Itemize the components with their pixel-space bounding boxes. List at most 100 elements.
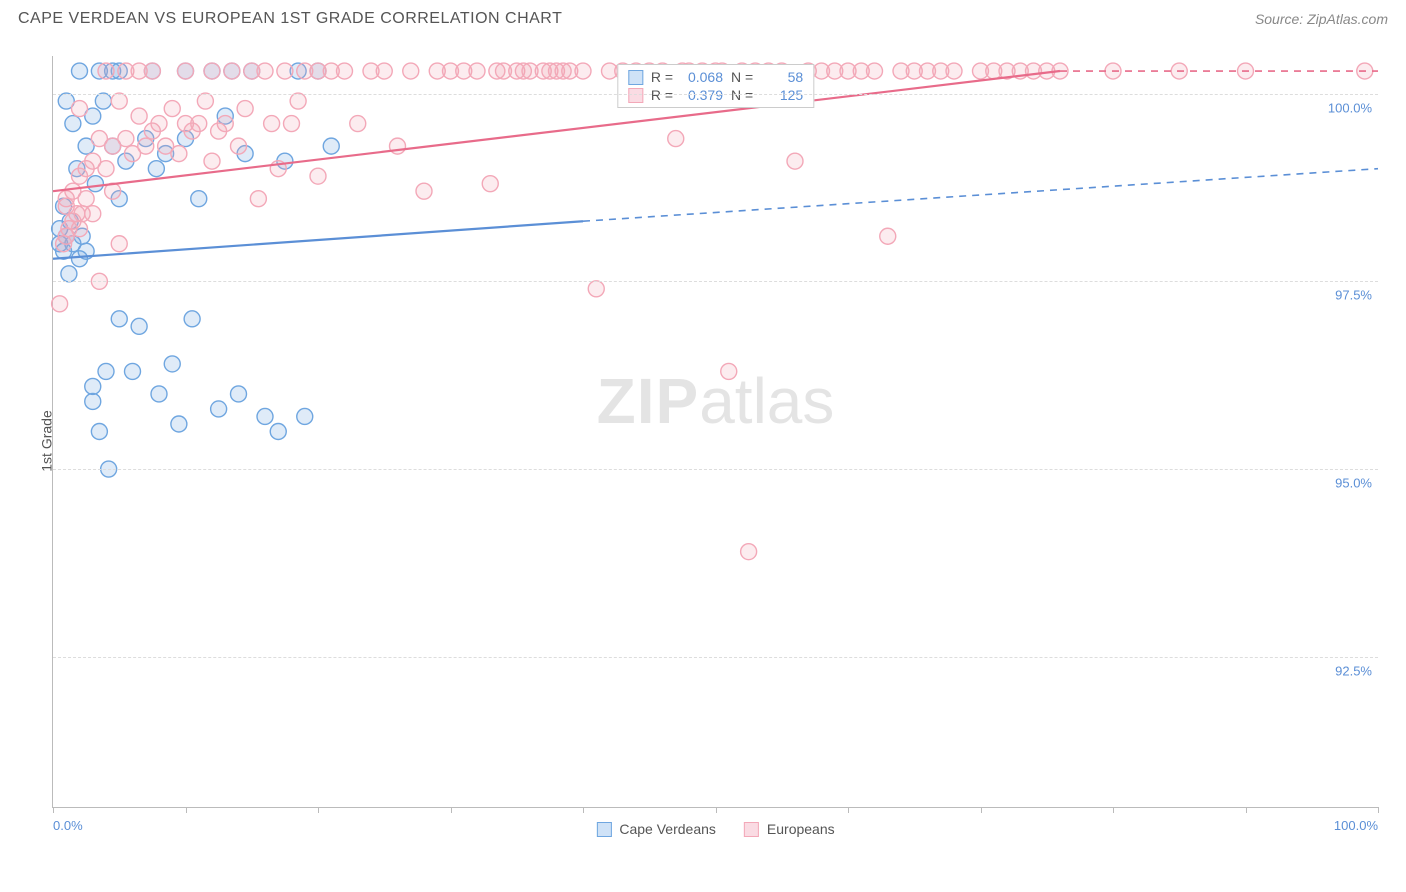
data-point	[284, 116, 300, 132]
data-point	[231, 138, 247, 154]
data-point	[257, 408, 273, 424]
stats-row: R =0.379N =125	[618, 86, 813, 104]
chart-area: 1st Grade ZIPatlas R =0.068N =58R =0.379…	[18, 40, 1388, 842]
data-point	[741, 544, 757, 560]
x-tick	[716, 807, 717, 813]
data-point	[191, 191, 207, 207]
data-point	[270, 424, 286, 440]
data-point	[297, 408, 313, 424]
data-point	[290, 93, 306, 109]
data-point	[880, 228, 896, 244]
x-tick	[1378, 807, 1379, 813]
scatter-svg	[53, 56, 1378, 807]
plot-region: ZIPatlas R =0.068N =58R =0.379N =125 Cap…	[52, 56, 1378, 808]
data-point	[178, 63, 194, 79]
data-point	[98, 363, 114, 379]
trend-line	[53, 221, 583, 259]
x-tick	[583, 807, 584, 813]
data-point	[61, 266, 77, 282]
data-point	[237, 101, 253, 117]
data-point	[151, 116, 167, 132]
data-point	[668, 131, 684, 147]
data-point	[231, 386, 247, 402]
legend-label: Europeans	[767, 821, 835, 837]
data-point	[277, 63, 293, 79]
data-point	[310, 168, 326, 184]
trend-line-dashed	[583, 169, 1378, 222]
x-tick-label: 100.0%	[1334, 818, 1378, 833]
legend-swatch	[596, 822, 611, 837]
x-tick	[53, 807, 54, 813]
data-point	[87, 176, 103, 192]
data-point	[416, 183, 432, 199]
legend-item: Cape Verdeans	[596, 821, 716, 837]
data-point	[337, 63, 353, 79]
data-point	[197, 93, 213, 109]
data-point	[111, 93, 127, 109]
data-point	[131, 318, 147, 334]
x-tick	[451, 807, 452, 813]
data-point	[98, 161, 114, 177]
data-point	[95, 93, 111, 109]
y-tick-label: 97.5%	[1335, 288, 1372, 303]
data-point	[250, 191, 266, 207]
x-tick-label: 0.0%	[53, 818, 83, 833]
data-point	[575, 63, 591, 79]
data-point	[148, 161, 164, 177]
data-point	[72, 221, 88, 237]
legend-swatch	[628, 70, 643, 85]
trend-line	[53, 71, 1060, 191]
y-tick-label: 100.0%	[1328, 100, 1372, 115]
data-point	[191, 116, 207, 132]
data-point	[588, 281, 604, 297]
data-point	[323, 138, 339, 154]
footer-legend: Cape Verdeans Europeans	[596, 821, 834, 837]
data-point	[72, 63, 88, 79]
data-point	[171, 146, 187, 162]
data-point	[184, 311, 200, 327]
x-tick	[1113, 807, 1114, 813]
chart-source: Source: ZipAtlas.com	[1255, 11, 1388, 27]
data-point	[164, 356, 180, 372]
x-tick	[981, 807, 982, 813]
stats-row: R =0.068N =58	[618, 68, 813, 86]
data-point	[125, 363, 141, 379]
data-point	[217, 116, 233, 132]
data-point	[164, 101, 180, 117]
data-point	[171, 416, 187, 432]
legend-swatch	[744, 822, 759, 837]
stats-legend-box: R =0.068N =58R =0.379N =125	[617, 64, 814, 108]
data-point	[144, 63, 160, 79]
data-point	[867, 63, 883, 79]
data-point	[264, 116, 280, 132]
data-point	[204, 153, 220, 169]
legend-item: Europeans	[744, 821, 835, 837]
data-point	[78, 191, 94, 207]
x-tick	[1246, 807, 1247, 813]
data-point	[98, 63, 114, 79]
gridline	[53, 469, 1378, 470]
chart-header: CAPE VERDEAN VS EUROPEAN 1ST GRADE CORRE…	[0, 0, 1406, 36]
data-point	[350, 116, 366, 132]
data-point	[85, 393, 101, 409]
x-tick	[186, 807, 187, 813]
gridline	[53, 657, 1378, 658]
data-point	[52, 296, 68, 312]
data-point	[85, 206, 101, 222]
data-point	[118, 131, 134, 147]
x-tick	[848, 807, 849, 813]
chart-title: CAPE VERDEAN VS EUROPEAN 1ST GRADE CORRE…	[18, 10, 562, 28]
data-point	[376, 63, 392, 79]
data-point	[131, 108, 147, 124]
data-point	[211, 401, 227, 417]
y-tick-label: 95.0%	[1335, 476, 1372, 491]
data-point	[72, 101, 88, 117]
data-point	[721, 363, 737, 379]
data-point	[204, 63, 220, 79]
y-tick-label: 92.5%	[1335, 663, 1372, 678]
data-point	[111, 311, 127, 327]
data-point	[787, 153, 803, 169]
data-point	[482, 176, 498, 192]
data-point	[85, 378, 101, 394]
data-point	[224, 63, 240, 79]
